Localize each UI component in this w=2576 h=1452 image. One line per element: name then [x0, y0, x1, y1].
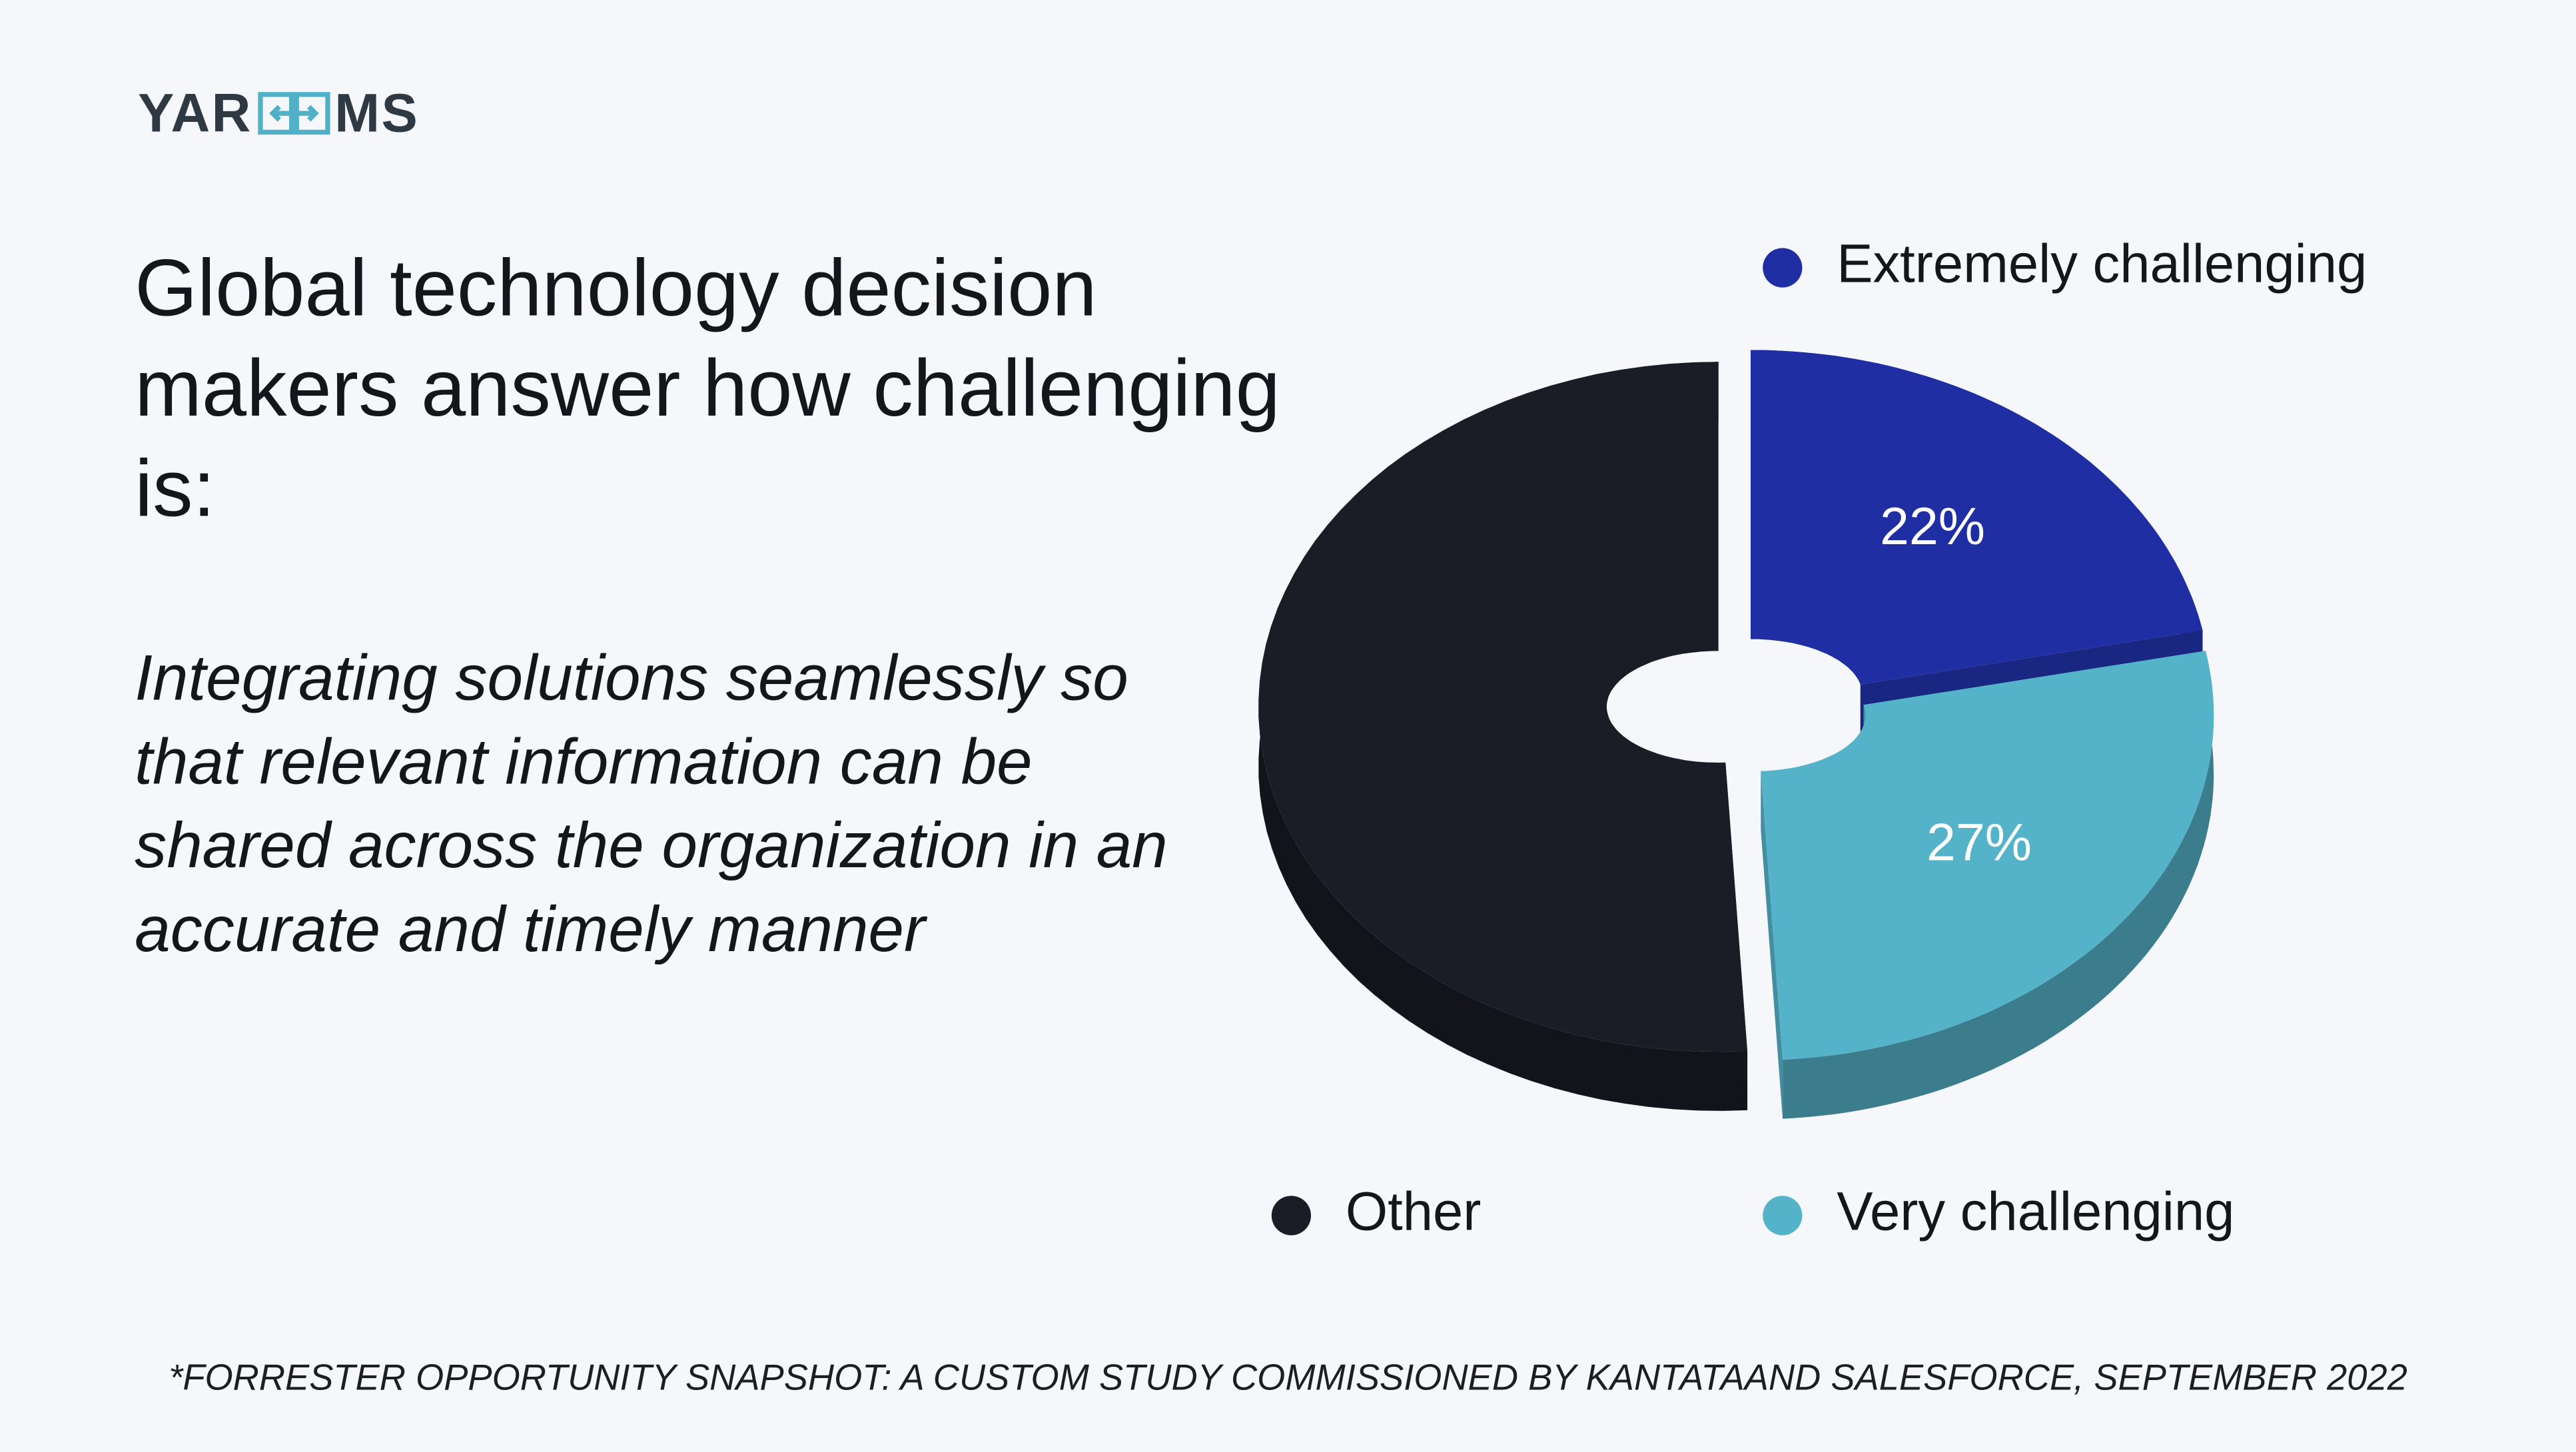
legend-marker	[1763, 1196, 1803, 1236]
legend-marker	[1271, 1196, 1312, 1236]
slice	[1258, 362, 1748, 1052]
legend-label: Other	[1346, 1181, 1482, 1242]
slice-side	[1761, 771, 1783, 1119]
footnote: *FORRESTER OPPORTUNITY SNAPSHOT: A CUSTO…	[169, 1357, 2407, 1398]
slice	[1750, 350, 2203, 685]
legend-marker	[1763, 248, 1803, 288]
slice-side	[1783, 651, 2214, 1119]
logo: YAR MS	[138, 82, 419, 145]
logo-icon	[257, 92, 330, 135]
logo-text: YAR	[138, 82, 252, 143]
slice	[1761, 651, 2214, 1060]
logo-text: MS	[334, 82, 420, 143]
legend-label: Very challenging	[1837, 1181, 2234, 1242]
title: Global technology decision makers answer…	[135, 244, 1280, 534]
legend-label: Extremely challenging	[1837, 233, 2367, 294]
value-label: 22%	[1880, 497, 1985, 555]
value-label: 27%	[1927, 813, 2032, 872]
subtitle: Integrating solutions seamlessly so that…	[135, 643, 1168, 966]
